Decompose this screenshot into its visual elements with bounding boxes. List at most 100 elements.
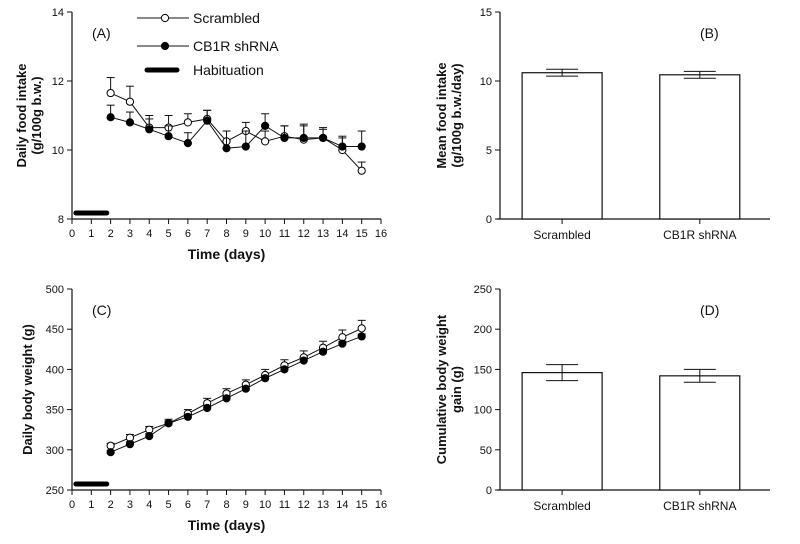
x-tick-label: 8 [223,228,229,240]
series-scrambled [106,77,366,175]
data-point [125,97,135,106]
y-axis-label: Daily body weight (g) [20,324,35,455]
data-point [338,339,347,348]
data-point [203,403,212,413]
y-axis-label-line: Cumulative body weight [434,314,449,464]
x-tick-label: 10 [259,499,271,511]
x-tick-label: 0 [69,499,75,511]
x-tick-label: 3 [127,499,133,511]
data-point [125,440,135,449]
panel-label: (D) [700,302,719,318]
x-tick-label: 9 [243,228,249,240]
data-point [299,133,308,143]
data-point [203,116,212,125]
y-tick-label: 350 [46,405,64,417]
data-point [125,118,135,127]
data-point [241,142,250,151]
x-tick-label: CB1R shRNA [663,499,736,513]
y-tick-label: 0 [486,485,492,497]
x-tick-label: Scrambled [533,228,590,242]
panel-label: (C) [92,302,111,318]
y-tick-label: 10 [480,76,492,88]
x-tick-label: 9 [243,499,249,511]
x-tick-label: 8 [223,499,229,511]
series-scrambled [106,319,366,450]
y-tick-label: 0 [486,214,492,226]
x-tick-label: 10 [259,228,271,240]
y-axis-label-line: (g/100g b.w./day) [449,63,464,167]
legend-marker [160,41,170,51]
data-point [299,356,308,365]
data-point [357,324,366,333]
x-tick-label: 7 [204,499,210,511]
y-tick-label: 50 [480,445,492,457]
x-tick-label: 15 [356,228,368,240]
bar [659,375,741,491]
data-point [357,332,366,341]
panel-label: (A) [92,25,111,41]
y-tick-label: 100 [474,405,492,417]
x-tick-label: 6 [185,228,191,240]
y-tick-label: 10 [52,145,64,157]
x-tick-label: 11 [279,228,290,240]
bar [521,72,603,220]
data-point [164,132,173,141]
x-tick-label: 3 [127,228,133,240]
y-tick-label: 450 [46,324,64,336]
y-tick-label: 400 [46,364,64,376]
x-tick-label: 0 [69,228,75,240]
legend: Scrambled CB1R shRNA Habituation [137,10,279,78]
x-tick-label: 2 [108,228,114,240]
data-point [241,384,250,393]
x-tick-label: 2 [108,499,114,511]
series-cb1r-shrna [106,332,366,457]
x-tick-label: CB1R shRNA [663,228,736,242]
y-tick-label: 250 [46,485,64,497]
y-tick-label: 150 [474,364,492,376]
y-tick-label: 250 [474,284,492,296]
data-point [357,142,366,151]
data-point [106,448,115,457]
data-point [222,144,231,153]
x-tick-label: 1 [88,228,94,240]
data-point [318,347,328,356]
data-point [261,121,270,130]
panel-label: (B) [700,25,719,41]
x-tick-label: 13 [317,228,329,240]
data-point [164,419,173,428]
y-tick-label: 200 [474,324,492,336]
bar [521,372,603,491]
x-tick-label: Scrambled [533,499,590,513]
x-tick-label: 15 [356,499,368,511]
x-tick-label: 12 [298,228,310,240]
x-tick-label: 7 [204,228,210,240]
y-tick-label: 8 [58,214,64,226]
data-point [357,166,366,175]
y-axis-label: Daily food intake(g/100g b.w.) [14,63,44,167]
y-axis-label-line: Daily food intake [14,63,29,167]
x-tick-label: 4 [146,228,152,240]
x-tick-label: 12 [298,499,310,511]
legend-marker [160,13,170,23]
data-point [318,133,328,143]
x-tick-label: 11 [279,499,290,511]
y-axis-label-line: Mean food intake [434,62,449,168]
y-axis-label-line: (g/100g b.w.) [29,76,44,154]
data-point [145,125,154,134]
panel-d: 0 50 100 150 200 250 Cumulative body weightgai… [434,284,770,513]
data-point [183,139,192,148]
data-point [261,374,270,383]
y-tick-label: 15 [480,7,492,19]
x-tick-label: 5 [166,499,172,511]
x-axis-label: Time (days) [188,246,266,262]
data-point [183,118,192,127]
legend-label: Scrambled [193,10,260,26]
x-tick-label: 5 [166,228,172,240]
y-axis-label: Mean food intake(g/100g b.w./day) [434,62,464,168]
y-tick-label: 5 [486,145,492,157]
data-point [280,133,289,143]
